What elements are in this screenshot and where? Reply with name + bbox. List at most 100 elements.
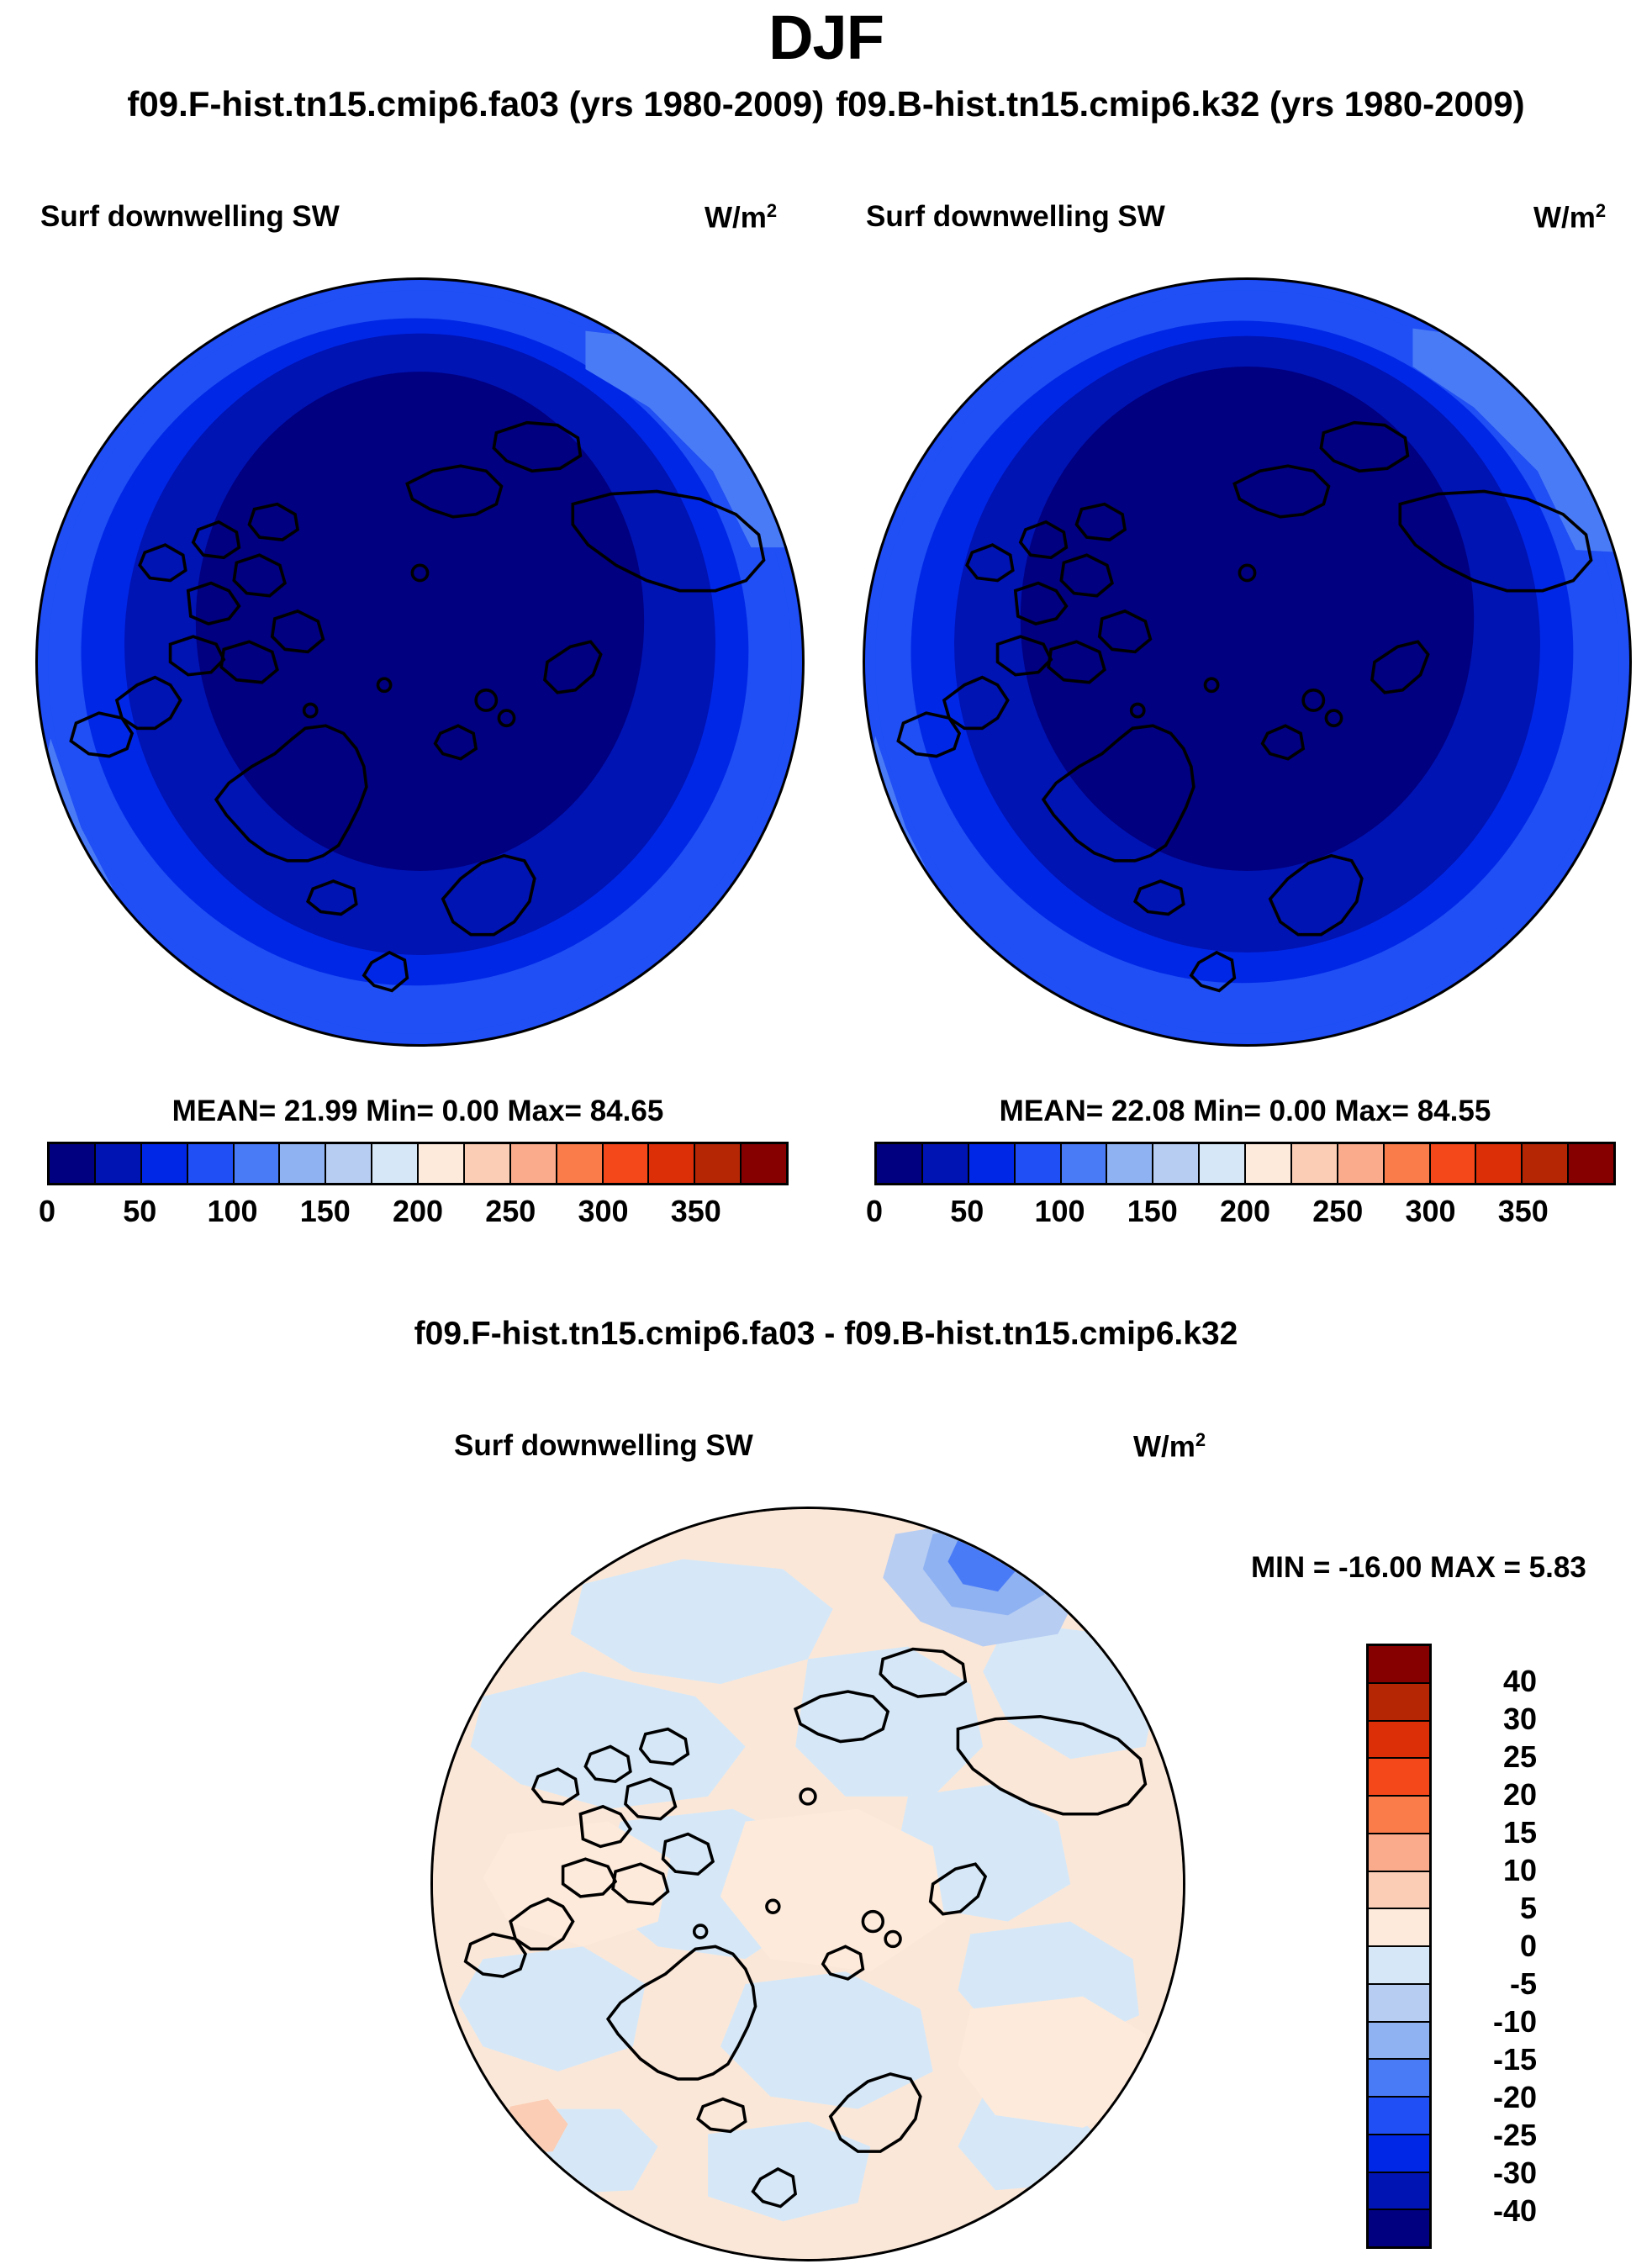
- colorbar-cell: [280, 1144, 327, 1183]
- colorbar-cell: [1369, 1834, 1429, 1872]
- diff-panel-units: W/m2: [1133, 1429, 1206, 1464]
- colorbar-tick-label: 250: [485, 1194, 536, 1228]
- colorbar-cell: [464, 1144, 511, 1183]
- colorbar-tick-label: 150: [299, 1194, 351, 1228]
- colorbar-cell: [1015, 1144, 1062, 1183]
- diff-polar-map[interactable]: [430, 1507, 1185, 2261]
- colorbar-cell: [1369, 2210, 1429, 2246]
- colorbar-tick-label: -5: [1509, 1966, 1537, 2001]
- colorbar-cell: [1369, 1721, 1429, 1760]
- colorbar-cell: [922, 1144, 969, 1183]
- colorbar-cell: [1369, 1646, 1429, 1684]
- colorbar-cell: [1369, 1984, 1429, 2023]
- colorbar-tick-label: 250: [1312, 1194, 1364, 1228]
- colorbar-tick-label: 0: [1519, 1929, 1537, 1963]
- case-titles-row: f09.F-hist.tn15.cmip6.fa03 (yrs 1980-200…: [0, 84, 1652, 124]
- case-left-title: f09.F-hist.tn15.cmip6.fa03 (yrs 1980-200…: [127, 84, 825, 124]
- colorbar-cell: [1369, 1909, 1429, 1947]
- colorbar-cell: [1476, 1144, 1523, 1183]
- colorbar-tick-label: 50: [950, 1194, 984, 1228]
- right-colorbar-ticks: 0 50 100 150 200 250 300 350: [866, 1194, 1616, 1232]
- colorbar-cell: [326, 1144, 373, 1183]
- diff-colorbar[interactable]: [1366, 1644, 1432, 2249]
- colorbar-tick-label: 300: [578, 1194, 629, 1228]
- colorbar-cell: [695, 1144, 742, 1183]
- colorbar-cell: [557, 1144, 604, 1183]
- colorbar-tick-label: -25: [1492, 2118, 1537, 2152]
- right-map-svg: [865, 280, 1629, 1044]
- colorbar-tick-label: 300: [1405, 1194, 1456, 1228]
- colorbar-cell: [95, 1144, 142, 1183]
- colorbar-cell: [1369, 2098, 1429, 2135]
- colorbar-cell: [649, 1144, 696, 1183]
- colorbar-tick-label: 0: [865, 1194, 884, 1228]
- colorbar-cell: [1369, 2172, 1429, 2211]
- right-panel-units: W/m2: [1533, 200, 1606, 235]
- colorbar-tick-label: 350: [1497, 1194, 1549, 1228]
- right-colorbar[interactable]: [874, 1142, 1616, 1185]
- left-colorbar-ticks: 0 50 100 150 200 250 300 350: [39, 1194, 789, 1232]
- colorbar-cell: [510, 1144, 557, 1183]
- right-panel-stats: MEAN= 22.08 Min= 0.00 Max= 84.55: [999, 1095, 1491, 1127]
- difference-title: f09.F-hist.tn15.cmip6.fa03 - f09.B-hist.…: [414, 1316, 1238, 1352]
- colorbar-cell: [1338, 1144, 1385, 1183]
- diff-map-fills: [433, 1509, 1183, 2259]
- colorbar-cell: [1369, 1797, 1429, 1834]
- colorbar-cell: [419, 1144, 465, 1183]
- colorbar-tick-label: 150: [1127, 1194, 1178, 1228]
- diff-panel-variable-label: Surf downwelling SW: [454, 1429, 753, 1462]
- right-units-exponent: 2: [1595, 200, 1607, 221]
- colorbar-cell: [1369, 1871, 1429, 1910]
- right-units-text: W/m: [1533, 201, 1596, 235]
- left-panel-units: W/m2: [705, 200, 777, 235]
- left-map-svg: [38, 280, 802, 1044]
- colorbar-tick-label: 200: [392, 1194, 444, 1228]
- colorbar-tick-label: 25: [1502, 1739, 1537, 1774]
- left-polar-map[interactable]: [35, 277, 805, 1047]
- colorbar-cell: [1246, 1144, 1292, 1183]
- colorbar-cell: [1430, 1144, 1477, 1183]
- colorbar-cell: [372, 1144, 419, 1183]
- colorbar-cell: [1369, 1947, 1429, 1985]
- colorbar-tick-label: 20: [1502, 1777, 1537, 1812]
- colorbar-tick-label: 100: [207, 1194, 258, 1228]
- season-title: DJF: [768, 3, 884, 72]
- colorbar-cell: [1369, 2022, 1429, 2061]
- colorbar-cell: [969, 1144, 1016, 1183]
- diff-units-text: W/m: [1133, 1430, 1195, 1464]
- colorbar-cell: [1200, 1144, 1246, 1183]
- colorbar-tick-label: 15: [1502, 1815, 1537, 1850]
- colorbar-cell: [1061, 1144, 1108, 1183]
- colorbar-cell: [1369, 1759, 1429, 1797]
- colorbar-tick-label: -20: [1492, 2080, 1537, 2114]
- colorbar-tick-label: 50: [123, 1194, 157, 1228]
- colorbar-cell: [1153, 1144, 1201, 1183]
- colorbar-cell: [1369, 2135, 1429, 2173]
- colorbar-tick-label: -30: [1492, 2156, 1537, 2190]
- colorbar-cell: [1107, 1144, 1154, 1183]
- diff-units-exponent: 2: [1195, 1429, 1206, 1450]
- right-map-fills: [865, 280, 1629, 1044]
- colorbar-cell: [1384, 1144, 1431, 1183]
- colorbar-tick-label: 350: [670, 1194, 721, 1228]
- colorbar-cell: [1523, 1144, 1570, 1183]
- right-panel-variable-label: Surf downwelling SW: [866, 200, 1165, 233]
- case-right-title: f09.B-hist.tn15.cmip6.k32 (yrs 1980-2009…: [836, 84, 1525, 124]
- colorbar-tick-label: 30: [1502, 1702, 1537, 1736]
- left-units-text: W/m: [705, 201, 767, 235]
- colorbar-tick-label: 100: [1034, 1194, 1085, 1228]
- colorbar-tick-label: 5: [1519, 1891, 1537, 1925]
- colorbar-tick-label: 200: [1219, 1194, 1271, 1228]
- colorbar-cell: [141, 1144, 188, 1183]
- colorbar-cell: [603, 1144, 650, 1183]
- right-polar-map[interactable]: [863, 277, 1632, 1047]
- colorbar-cell: [877, 1144, 923, 1183]
- colorbar-cell: [1369, 1683, 1429, 1722]
- left-colorbar[interactable]: [47, 1142, 789, 1185]
- colorbar-cell: [1369, 2060, 1429, 2098]
- left-units-exponent: 2: [766, 200, 778, 221]
- colorbar-tick-label: 0: [38, 1194, 56, 1228]
- diff-colorbar-ticks: 40 30 25 20 15 10 5 0 -5 -10 -15 -20 -25 -30 -40: [1444, 1644, 1537, 2249]
- colorbar-tick-label: 40: [1502, 1664, 1537, 1698]
- colorbar-cell: [50, 1144, 96, 1183]
